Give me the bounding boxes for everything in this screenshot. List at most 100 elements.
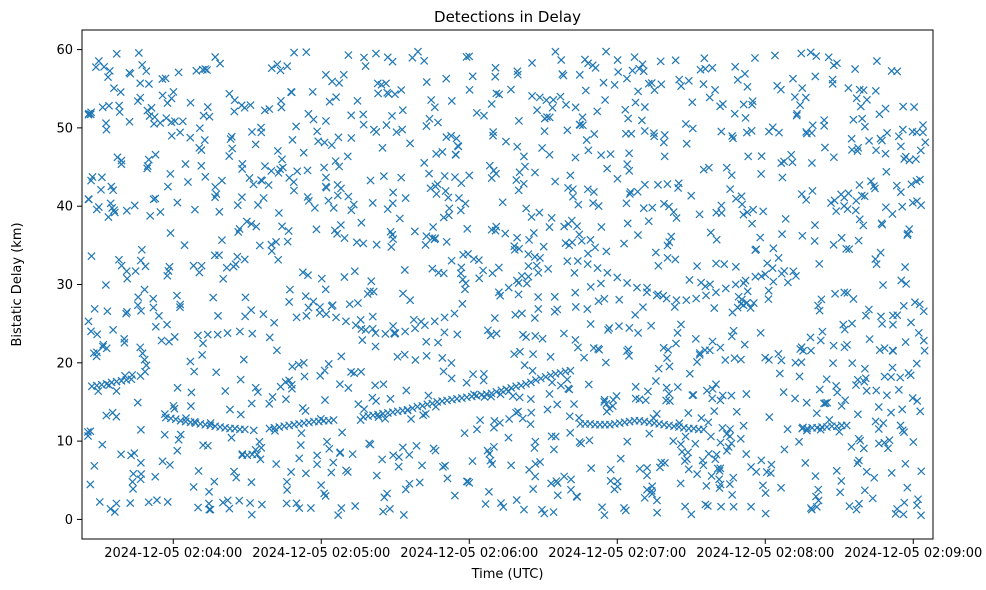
data-point: [903, 229, 912, 238]
data-point: [584, 59, 593, 68]
data-point: [170, 404, 179, 413]
data-point: [721, 356, 730, 365]
data-point: [142, 361, 151, 370]
data-point: [335, 380, 344, 389]
data-point: [379, 380, 388, 389]
data-point: [599, 78, 608, 87]
data-point: [418, 401, 427, 410]
data-point: [531, 376, 540, 385]
data-point: [295, 504, 304, 513]
data-point: [483, 326, 492, 335]
data-point: [896, 142, 905, 151]
data-point: [739, 301, 748, 310]
data-point: [84, 195, 93, 204]
data-point: [440, 313, 449, 322]
data-point: [172, 291, 181, 300]
data-point: [143, 106, 152, 115]
data-point: [663, 180, 672, 189]
data-point: [272, 460, 281, 469]
data-point: [578, 121, 587, 130]
data-point: [100, 62, 109, 71]
data-point: [623, 347, 632, 356]
data-point: [908, 394, 917, 403]
data-point: [573, 343, 582, 352]
data-point: [422, 232, 431, 241]
data-point: [624, 114, 633, 123]
data-point: [652, 291, 661, 300]
data-point: [388, 230, 397, 239]
data-point: [256, 176, 266, 185]
data-point: [635, 464, 644, 473]
data-point: [461, 199, 470, 208]
data-point: [131, 267, 140, 276]
data-point: [401, 327, 410, 336]
data-point: [870, 184, 879, 193]
data-point: [583, 260, 592, 269]
data-point: [871, 417, 880, 426]
data-point: [862, 386, 871, 395]
data-point: [711, 455, 720, 464]
data-point: [865, 335, 874, 344]
data-point: [667, 232, 676, 241]
data-point: [169, 87, 178, 96]
data-point: [114, 255, 123, 264]
data-point: [722, 446, 731, 455]
data-point: [727, 332, 736, 341]
data-point: [810, 221, 819, 230]
data-point: [789, 267, 798, 276]
data-point: [259, 310, 268, 319]
data-point: [339, 70, 348, 79]
data-point: [408, 53, 417, 62]
data-point: [664, 345, 673, 354]
data-point: [273, 60, 282, 69]
data-point: [203, 103, 212, 112]
data-point: [144, 155, 153, 164]
data-point: [251, 445, 260, 454]
data-point: [902, 279, 911, 288]
data-point: [887, 408, 896, 417]
data-point: [764, 286, 773, 295]
data-point: [600, 397, 609, 406]
data-point: [412, 441, 421, 450]
data-point: [380, 493, 389, 502]
data-point: [278, 163, 287, 172]
data-point: [871, 255, 880, 264]
data-point: [619, 503, 629, 512]
data-point: [913, 495, 923, 504]
data-point: [253, 450, 262, 459]
data-point: [582, 136, 591, 145]
data-point: [285, 285, 294, 294]
y-tick-label: 60: [56, 43, 73, 58]
data-point: [623, 219, 632, 228]
data-point: [531, 331, 540, 340]
data-point: [551, 47, 560, 56]
data-point: [342, 466, 351, 475]
data-point: [136, 475, 145, 484]
data-point: [673, 382, 682, 392]
data-point: [716, 464, 725, 473]
data-point: [190, 367, 199, 376]
data-point: [287, 88, 296, 97]
data-point: [692, 294, 701, 303]
data-point: [439, 367, 448, 376]
data-point: [665, 397, 674, 406]
data-point: [779, 388, 788, 397]
data-point: [292, 122, 301, 131]
data-point: [440, 171, 449, 181]
data-point: [257, 443, 266, 452]
data-point: [327, 468, 336, 477]
data-point: [905, 225, 914, 234]
data-point: [181, 160, 190, 169]
data-point: [855, 215, 864, 224]
data-point: [812, 502, 821, 511]
data-point: [116, 88, 125, 97]
data-point: [320, 138, 329, 147]
data-point: [894, 132, 903, 141]
data-point: [695, 348, 704, 357]
data-point: [888, 320, 897, 329]
data-point: [571, 103, 580, 112]
data-point: [240, 255, 249, 264]
data-point: [84, 431, 93, 440]
y-axis-title: Bistatic Delay (km): [10, 222, 25, 346]
data-point: [211, 53, 220, 62]
